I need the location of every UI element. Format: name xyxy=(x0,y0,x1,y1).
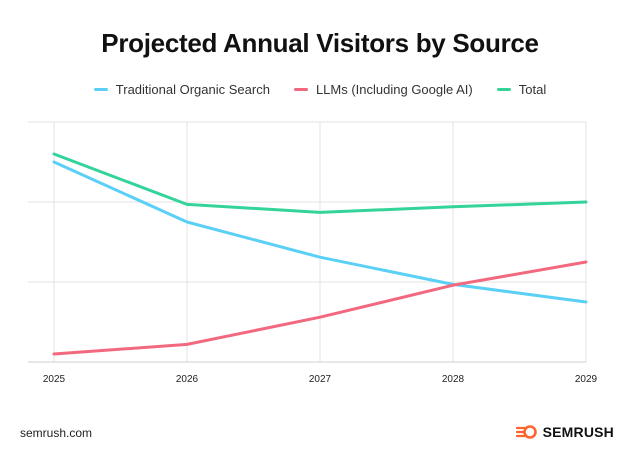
series-line-0 xyxy=(52,160,588,304)
flame-icon xyxy=(515,425,537,439)
legend-swatch-total xyxy=(496,88,511,91)
series-line-1 xyxy=(52,260,588,356)
legend-item-organic: Traditional Organic Search xyxy=(93,82,270,97)
legend-label-llms: LLMs (Including Google AI) xyxy=(315,82,473,97)
x-tick-label: 2025 xyxy=(43,374,66,385)
legend-swatch-organic xyxy=(93,88,108,91)
brand-logo: SEMRUSH xyxy=(515,424,614,440)
legend-swatch-llms xyxy=(293,88,308,91)
x-tick-label: 2027 xyxy=(309,374,332,385)
x-tick-label: 2029 xyxy=(575,374,598,385)
legend-label-organic: Traditional Organic Search xyxy=(115,82,270,97)
chart-title: Projected Annual Visitors by Source xyxy=(101,28,539,58)
x-tick-label: 2026 xyxy=(176,374,199,385)
brand-name: SEMRUSH xyxy=(542,424,614,440)
legend-item-total: Total xyxy=(496,82,547,97)
chart-legend: Traditional Organic Search LLMs (Includi… xyxy=(0,82,640,97)
x-tick-label: 2028 xyxy=(442,374,465,385)
legend-label-total: Total xyxy=(518,82,547,97)
site-url: semrush.com xyxy=(20,426,93,440)
series-line-2 xyxy=(52,152,588,214)
legend-item-llms: LLMs (Including Google AI) xyxy=(293,82,473,97)
